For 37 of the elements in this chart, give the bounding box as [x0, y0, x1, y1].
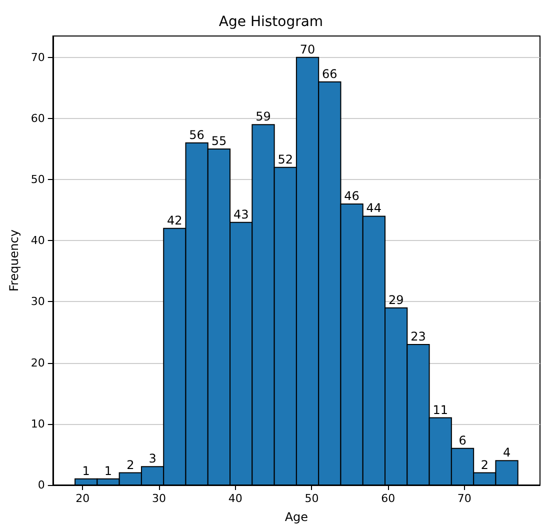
- data-label: 66: [322, 66, 338, 81]
- data-label: 56: [189, 128, 204, 142]
- data-label: 43: [233, 207, 249, 222]
- data-label: 55: [211, 134, 227, 148]
- data-label: 52: [278, 152, 294, 166]
- data-label: 6: [458, 433, 466, 448]
- y-tick-label: 30: [30, 295, 45, 308]
- data-label: 46: [344, 188, 360, 203]
- y-tick-label: 10: [30, 417, 45, 430]
- data-label: 1: [104, 464, 112, 478]
- y-tick-label: 40: [30, 234, 45, 248]
- chart-title: Age Histogram: [218, 14, 324, 30]
- y-axis-title: Frequency: [7, 230, 21, 292]
- x-tick-label: 70: [457, 492, 472, 505]
- y-tick-label: 20: [30, 356, 45, 370]
- data-label: 44: [366, 201, 382, 216]
- data-label: 11: [432, 402, 448, 417]
- data-label: 29: [388, 292, 404, 307]
- y-tick-label: 70: [30, 50, 45, 64]
- data-label: 2: [480, 458, 488, 472]
- data-label: 23: [410, 329, 426, 344]
- data-label: 4: [502, 446, 511, 460]
- x-tick-label: 30: [152, 492, 166, 505]
- x-tick-label: 20: [76, 492, 90, 505]
- x-tick-label: 40: [228, 492, 242, 505]
- data-label: 42: [167, 213, 182, 228]
- data-label: 3: [148, 452, 156, 466]
- x-axis-title: Age: [284, 510, 308, 524]
- data-label: 70: [300, 42, 316, 56]
- data-label: 59: [256, 110, 271, 124]
- y-tick-label: 50: [30, 173, 45, 186]
- x-tick-label: 60: [381, 492, 396, 505]
- data-label: 1: [82, 464, 90, 478]
- y-tick-label: 0: [38, 478, 45, 492]
- data-label: 2: [126, 458, 134, 472]
- x-tick-label: 50: [304, 492, 319, 505]
- y-tick-label: 60: [30, 112, 45, 125]
